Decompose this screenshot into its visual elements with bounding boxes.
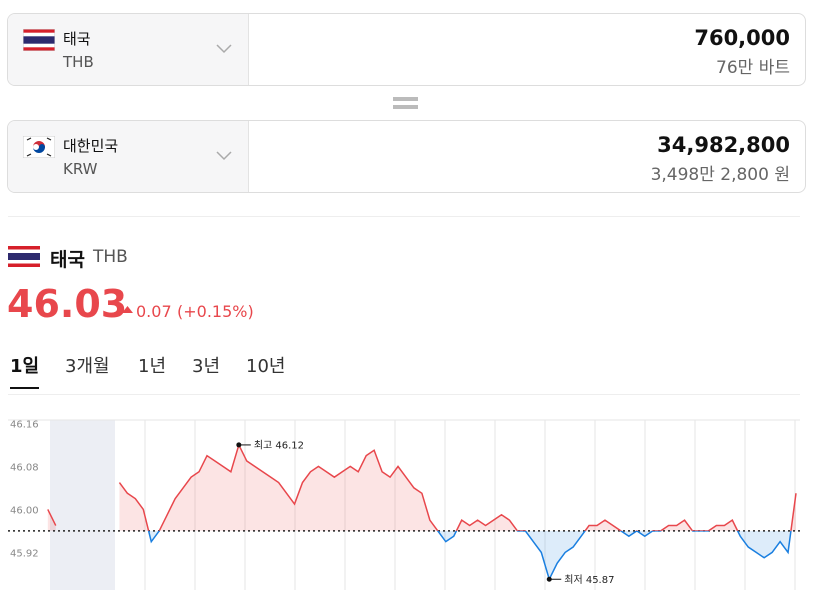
currency-name: 태국: [63, 30, 91, 48]
divider: [8, 216, 800, 217]
currency-code: KRW: [63, 160, 98, 178]
currency-name: 대한민국: [63, 137, 119, 155]
amount[interactable]: 760,000: [694, 26, 790, 50]
y-tick-label: 46.16: [10, 419, 39, 430]
from-currency: 태국 THB 760,000 76만 바트: [7, 13, 806, 86]
line-up: [47, 442, 797, 531]
rate-change: 0.07: [136, 302, 172, 321]
area-up: [47, 444, 796, 531]
equals-icon: [393, 97, 418, 109]
annotation: 최저 45.87: [564, 574, 614, 586]
from-select[interactable]: 태국 THB: [8, 14, 249, 85]
rate-code: THB: [93, 247, 128, 267]
rate-value: 46.03: [7, 282, 128, 326]
thai-flag: [23, 29, 55, 51]
rate-change-percent: (+0.15%): [177, 302, 254, 321]
amount-words: 3,498만 2,800 원: [650, 165, 790, 185]
korea-flag: [23, 136, 55, 158]
pre-market-shade: [50, 420, 115, 590]
tab-border: [8, 394, 800, 395]
tab[interactable]: 1일: [10, 352, 40, 389]
tab[interactable]: 1년: [138, 356, 167, 377]
annotation: 최고 46.12: [254, 439, 304, 451]
y-tick-label: 46.00: [10, 505, 39, 516]
chevron: [216, 151, 232, 161]
amount-words: 76만 바트: [716, 58, 790, 78]
to-currency: 대한민국 KRW 34,982,800 3,498만 2,800 원: [7, 120, 806, 193]
currency-code: THB: [63, 53, 94, 71]
thai-flag: [8, 246, 40, 267]
tab[interactable]: 3개월: [65, 356, 110, 377]
to-select[interactable]: 대한민국 KRW: [8, 121, 249, 192]
tab[interactable]: 3년: [192, 356, 221, 377]
y-tick-label: 45.92: [10, 548, 39, 559]
y-tick-label: 46.08: [10, 462, 39, 473]
chevron: [216, 44, 232, 54]
rate-name: 태국: [50, 249, 85, 271]
up-arrow: [122, 306, 133, 313]
tab[interactable]: 10년: [246, 356, 286, 377]
amount[interactable]: 34,982,800: [657, 133, 790, 157]
